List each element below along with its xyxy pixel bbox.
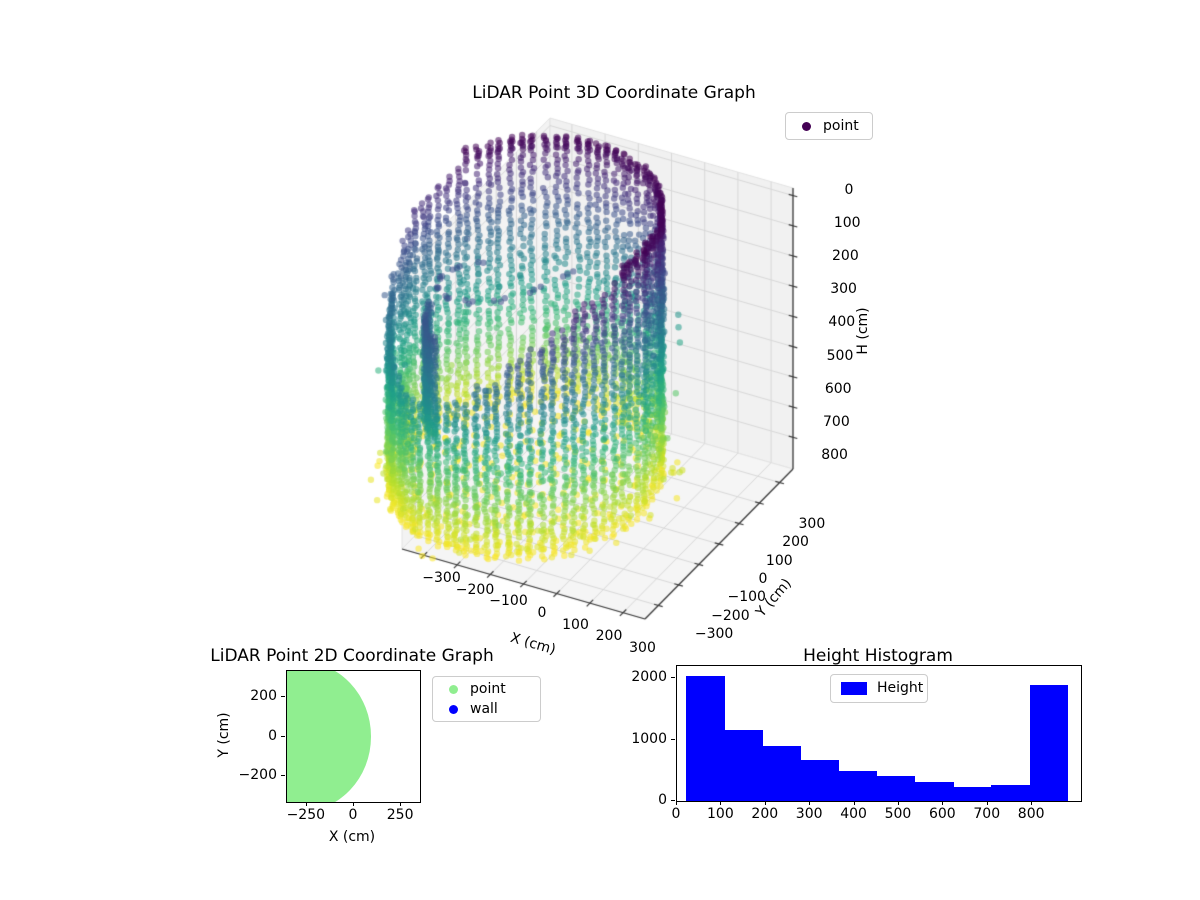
point-marker-icon: [802, 121, 811, 131]
hist-ytick-label: 0: [658, 792, 667, 808]
tick-mark: [720, 801, 722, 805]
plot2d-ytick-label: 0: [268, 727, 277, 744]
hist-title: Height Histogram: [803, 646, 953, 666]
point-marker-icon: [449, 684, 458, 694]
plot3d-legend: point: [785, 112, 873, 140]
plot2d-ytick-label: −200: [238, 767, 277, 784]
hist-bar: [914, 781, 954, 801]
hist-xtick-label: 0: [671, 806, 681, 822]
plot3d-xtick-label: −300: [422, 569, 461, 586]
hist-ytick-label: 1000: [631, 730, 667, 747]
tick-mark: [986, 801, 988, 805]
hist-bar: [991, 785, 1030, 801]
hist-xtick-label: 300: [795, 806, 823, 822]
legend-label-point: point: [470, 680, 506, 697]
plot2d-ylabel: Y (cm): [216, 712, 232, 758]
plot2d-axes: [286, 670, 421, 803]
tick-mark: [1031, 801, 1033, 805]
hist-xtick-label: 100: [707, 806, 734, 822]
tick-mark: [853, 801, 855, 805]
tick-mark: [281, 695, 285, 697]
plot3d-ytick-label: 100: [765, 552, 793, 569]
hist-xtick-label: 200: [751, 806, 779, 822]
plot3d-ztick-label: 500: [826, 347, 854, 364]
tick-mark: [281, 735, 285, 737]
plot3d-xtick-label: 100: [562, 616, 589, 633]
plot3d-ytick-label: 300: [798, 516, 826, 533]
tick-mark: [897, 801, 899, 805]
tick-mark: [942, 801, 944, 805]
hist-xtick-label: 400: [840, 806, 867, 822]
plot2d-xtick-label: 0: [348, 807, 358, 823]
plot3d-ytick-label: −300: [694, 625, 734, 642]
hist-bar: [953, 786, 992, 801]
plot3d-ytick-label: −100: [727, 589, 766, 606]
plot3d-ztick-label: 400: [828, 314, 856, 331]
tick-mark: [764, 801, 766, 805]
height-series-swatch: [841, 682, 867, 695]
tick-mark: [305, 802, 307, 806]
hist-bar: [762, 745, 801, 801]
plot2d-title: LiDAR Point 2D Coordinate Graph: [210, 646, 494, 666]
hist-bar: [838, 770, 878, 801]
hist-xtick-label: 600: [928, 806, 956, 822]
plot3d-ztick-label: 100: [833, 215, 861, 232]
legend-label-wall: wall: [470, 700, 498, 717]
plot3d-ztick-label: 600: [824, 380, 852, 397]
hist-ytick-label: 2000: [631, 669, 667, 686]
plot3d-xtick-label: 0: [537, 605, 547, 621]
plot3d-ztick-label: 800: [821, 446, 848, 463]
plot3d-ytick-label: 0: [758, 571, 768, 587]
plot3d-title: LiDAR Point 3D Coordinate Graph: [472, 83, 756, 103]
tick-mark: [809, 801, 811, 805]
hist-bar: [724, 730, 763, 801]
plot3d-xtick-label: −200: [455, 581, 495, 598]
legend-label-height: Height: [877, 680, 924, 696]
hist-bar: [685, 675, 725, 801]
plot3d-xtick-label: 200: [595, 628, 623, 645]
plot2d-xtick-label: 250: [386, 807, 414, 823]
plot3d-ztick-label: 200: [832, 248, 859, 265]
plot3d-ztick-label: 0: [844, 182, 854, 198]
plot2d-xlabel: X (cm): [328, 829, 376, 845]
tick-mark: [671, 800, 675, 801]
hist-bar: [876, 776, 916, 801]
plot3d-ytick-label: −200: [711, 607, 750, 624]
plot2d-point-region: [287, 671, 371, 802]
tick-mark: [676, 801, 677, 805]
plot2d-ytick-label: 200: [250, 687, 277, 704]
legend-label-point: point: [823, 117, 859, 134]
hist-xtick-label: 700: [973, 806, 1001, 822]
plot2d-legend: point wall: [432, 676, 541, 722]
plot3d-ztick-label: 300: [830, 281, 857, 298]
plot3d-xtick-label: −100: [489, 593, 528, 610]
plot3d-ztick-label: 700: [823, 413, 850, 430]
hist-xtick-label: 800: [1017, 806, 1045, 822]
hist-bar: [1029, 685, 1069, 801]
wall-marker-icon: [449, 704, 458, 714]
tick-mark: [671, 677, 675, 679]
tick-mark: [671, 738, 675, 740]
plot3d-xtick-label: 300: [629, 640, 656, 657]
plot2d-xtick-label: −250: [286, 807, 326, 823]
plot3d-zlabel: H (cm): [855, 307, 871, 355]
tick-mark: [281, 775, 285, 777]
plot3d-ytick-label: 200: [782, 534, 809, 551]
tick-mark: [352, 802, 354, 806]
hist-bar: [800, 759, 840, 801]
hist-legend: Height: [830, 674, 928, 703]
hist-xtick-label: 500: [884, 806, 912, 822]
tick-mark: [400, 802, 402, 806]
